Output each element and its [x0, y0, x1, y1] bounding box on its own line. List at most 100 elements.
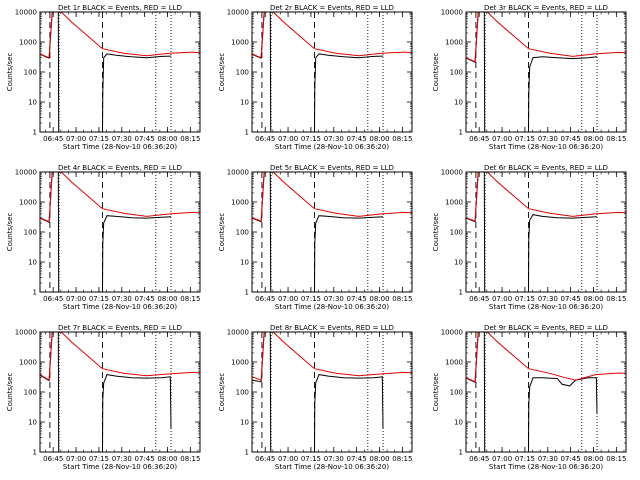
y-axis-label: Counts/sec — [432, 53, 440, 92]
events-series-line — [40, 332, 172, 452]
events-series-line — [40, 12, 172, 132]
y-axis-label: Counts/sec — [218, 213, 226, 252]
y-tick-label: 100 — [24, 389, 37, 397]
y-tick-label: 100 — [450, 229, 463, 237]
panel-3: 1 10 100 1000 10000 06:45 07:00 07:15 07:30 07:45… — [432, 4, 627, 151]
y-tick-label: 10000 — [441, 169, 463, 177]
x-tick-label: 08:00 — [583, 295, 603, 303]
panel-title: Det 5r BLACK = Events, RED = LLD — [270, 164, 394, 172]
y-tick-label: 10000 — [15, 9, 37, 17]
x-tick-label: 06:45 — [255, 455, 275, 463]
x-tick-label: 07:45 — [561, 455, 581, 463]
lld-series-line — [466, 332, 626, 383]
x-axis-label: Start Time (28-Nov-10 06:36:20) — [489, 463, 603, 471]
y-tick-label: 100 — [450, 389, 463, 397]
plot-frame — [251, 171, 413, 293]
panel-title: Det 8r BLACK = Events, RED = LLD — [270, 324, 394, 332]
plot-frame — [465, 11, 627, 133]
events-series-line — [466, 172, 598, 292]
y-axis-label: Counts/sec — [218, 373, 226, 412]
y-tick-label: 1 — [245, 289, 249, 297]
x-tick-label: 07:15 — [515, 295, 535, 303]
x-tick-label: 07:00 — [492, 455, 512, 463]
lld-series-line — [252, 12, 412, 59]
x-tick-label: 07:30 — [538, 455, 558, 463]
y-tick-label: 1000 — [231, 39, 249, 47]
lld-series-line — [40, 12, 200, 59]
panel-title: Det 4r BLACK = Events, RED = LLD — [58, 164, 182, 172]
x-axis-label: Start Time (28-Nov-10 06:36:20) — [275, 303, 389, 311]
y-tick-label: 100 — [450, 69, 463, 77]
y-tick-label: 1000 — [445, 359, 463, 367]
x-tick-label: 08:15 — [180, 455, 200, 463]
x-tick-label: 08:15 — [392, 295, 412, 303]
x-tick-label: 06:45 — [255, 295, 275, 303]
events-series-line — [466, 332, 598, 452]
x-tick-label: 07:45 — [347, 295, 367, 303]
panel-4: 1 10 100 1000 10000 06:45 07:00 07:15 07:30 07:45… — [6, 164, 201, 311]
x-tick-label: 07:30 — [112, 135, 132, 143]
y-tick-label: 10 — [240, 99, 249, 107]
y-tick-label: 1 — [33, 289, 37, 297]
x-axis-label: Start Time (28-Nov-10 06:36:20) — [489, 303, 603, 311]
y-axis-label: Counts/sec — [432, 213, 440, 252]
x-tick-label: 07:30 — [112, 455, 132, 463]
y-tick-label: 1 — [459, 129, 463, 137]
y-axis-label: Counts/sec — [432, 373, 440, 412]
lld-series-line — [252, 332, 412, 381]
y-tick-label: 10000 — [441, 329, 463, 337]
events-series-line — [252, 172, 384, 292]
y-tick-label: 10 — [240, 419, 249, 427]
x-tick-label: 08:15 — [606, 295, 626, 303]
x-tick-label: 08:00 — [583, 135, 603, 143]
y-tick-label: 10 — [454, 419, 463, 427]
x-tick-label: 06:45 — [255, 135, 275, 143]
x-tick-label: 07:15 — [89, 135, 109, 143]
y-tick-label: 10000 — [227, 169, 249, 177]
events-series-line — [252, 12, 384, 132]
x-tick-label: 07:15 — [89, 455, 109, 463]
lld-series-line — [252, 172, 412, 222]
y-tick-label: 1 — [459, 289, 463, 297]
x-tick-label: 07:00 — [66, 455, 86, 463]
x-tick-label: 07:45 — [347, 455, 367, 463]
x-tick-label: 08:15 — [392, 135, 412, 143]
y-tick-label: 10000 — [227, 329, 249, 337]
panel-title: Det 6r BLACK = Events, RED = LLD — [484, 164, 608, 172]
panel-1: 1 10 100 1000 10000 06:45 07:00 07:15 07:30 07:45… — [6, 4, 201, 151]
panel-title: Det 9r BLACK = Events, RED = LLD — [484, 324, 608, 332]
y-tick-label: 1000 — [231, 359, 249, 367]
panel-title: Det 2r BLACK = Events, RED = LLD — [270, 4, 394, 12]
x-tick-label: 07:15 — [515, 135, 535, 143]
plot-frame — [465, 331, 627, 453]
x-tick-label: 08:15 — [606, 135, 626, 143]
y-tick-label: 10 — [240, 259, 249, 267]
x-tick-label: 06:45 — [43, 455, 63, 463]
y-tick-label: 100 — [236, 229, 249, 237]
x-tick-label: 07:45 — [561, 135, 581, 143]
x-tick-label: 07:15 — [301, 455, 321, 463]
y-tick-label: 1 — [33, 449, 37, 457]
x-tick-label: 07:15 — [301, 295, 321, 303]
panel-2: 1 10 100 1000 10000 06:45 07:00 07:15 07:30 07:45… — [218, 4, 413, 151]
x-tick-label: 08:00 — [369, 135, 389, 143]
panel-title: Det 3r BLACK = Events, RED = LLD — [484, 4, 608, 12]
y-tick-label: 1000 — [445, 199, 463, 207]
lld-series-line — [40, 332, 200, 381]
x-tick-label: 08:15 — [606, 455, 626, 463]
y-tick-label: 1 — [245, 449, 249, 457]
plot-frame — [465, 171, 627, 293]
plot-frame — [251, 331, 413, 453]
x-tick-label: 07:15 — [301, 135, 321, 143]
x-tick-label: 08:00 — [369, 295, 389, 303]
plot-frame — [39, 171, 201, 293]
y-tick-label: 100 — [24, 69, 37, 77]
x-tick-label: 07:00 — [66, 135, 86, 143]
x-tick-label: 07:45 — [347, 135, 367, 143]
y-tick-label: 1 — [33, 129, 37, 137]
y-tick-label: 1000 — [19, 39, 37, 47]
y-tick-label: 100 — [236, 69, 249, 77]
x-tick-label: 07:45 — [561, 295, 581, 303]
x-tick-label: 07:45 — [135, 135, 155, 143]
panel-8: 1 10 100 1000 10000 06:45 07:00 07:15 07:30 07:45… — [218, 324, 413, 471]
